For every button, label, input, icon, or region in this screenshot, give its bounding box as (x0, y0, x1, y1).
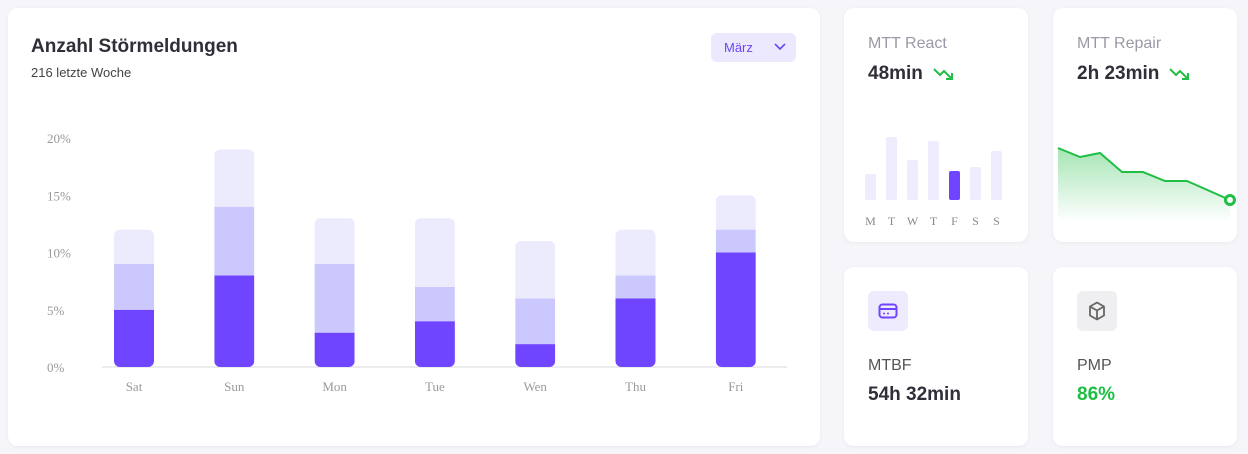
mini-bar-label: S (993, 214, 1000, 228)
stoermeldungen-card: Anzahl Störmeldungen 216 letzte Woche Mä… (8, 8, 820, 446)
kpi-value: 48min (868, 63, 923, 84)
kpi-label: MTBF (868, 357, 912, 374)
bar-Sun (214, 149, 255, 367)
bar-segment (114, 229, 154, 264)
bar-segment (615, 275, 656, 299)
bar-segment (515, 298, 556, 345)
bar-segment (414, 321, 455, 367)
box-icon (1077, 291, 1117, 331)
x-tick-label: Wen (523, 379, 547, 394)
last-point-marker (1224, 194, 1236, 206)
mini-bar-label: F (951, 214, 958, 228)
y-tick-label: 10% (47, 246, 71, 261)
bar-segment (715, 252, 756, 367)
mini-bar (949, 171, 960, 200)
bar-Tue (414, 218, 455, 367)
area-fill (1058, 148, 1230, 222)
x-tick-label: Sun (224, 379, 245, 394)
trend-down-icon (1169, 68, 1190, 80)
x-tick-label: Fri (728, 379, 744, 394)
y-tick-label: 0% (47, 360, 65, 375)
y-tick-label: 15% (47, 188, 71, 203)
bar-segment (515, 344, 556, 367)
x-tick-label: Sat (126, 379, 143, 394)
mini-bar-label: T (930, 214, 938, 228)
bar-Mon (314, 218, 355, 367)
mini-bar-label: W (907, 214, 919, 228)
bar-segment (314, 263, 355, 333)
mini-bar-label: M (865, 214, 876, 228)
card-title: Anzahl Störmeldungen (31, 36, 238, 57)
kpi-label: MTT Repair (1077, 35, 1162, 52)
bar-segment (615, 298, 656, 367)
bar-segment (515, 241, 556, 299)
kpi-label: MTT React (868, 35, 947, 52)
area-line (1057, 147, 1231, 201)
mini-area-chart (1057, 147, 1236, 222)
kpi-value: 86% (1077, 384, 1116, 405)
bar-segment (214, 149, 255, 207)
bar-Sat (114, 229, 154, 367)
pmp-card: PMP 86% (1053, 267, 1237, 446)
bar-segment (715, 195, 756, 230)
card-subtitle: 216 letzte Woche (31, 65, 132, 80)
x-tick-label: Tue (425, 379, 445, 394)
bar-Wen (515, 241, 556, 367)
x-tick-label: Thu (625, 379, 646, 394)
x-tick-label: Mon (322, 379, 347, 394)
y-tick-label: 5% (47, 303, 65, 318)
mini-bar (970, 167, 981, 200)
bar-segment (114, 309, 154, 367)
mini-bar-label: S (972, 214, 979, 228)
bar-segment (615, 229, 656, 276)
month-dropdown[interactable]: März (711, 33, 796, 62)
bar-Thu (615, 229, 656, 367)
mini-bar (907, 160, 918, 200)
trend-down-icon (933, 68, 953, 80)
bar-segment (314, 332, 355, 367)
bar-segment (414, 218, 455, 287)
credit-card-icon (868, 291, 908, 331)
bar-segment (214, 275, 255, 367)
bar-segment (114, 263, 154, 310)
bar-segment (414, 286, 455, 322)
dropdown-value: März (724, 40, 753, 55)
bar-segment (214, 206, 255, 276)
bar-segment (314, 218, 355, 264)
bar-Fri (715, 195, 756, 367)
kpi-label: PMP (1077, 357, 1112, 374)
mini-bar (865, 174, 876, 200)
kpi-value: 54h 32min (868, 384, 961, 405)
mini-bar (991, 151, 1002, 200)
mtbf-card: MTBF 54h 32min (844, 267, 1028, 446)
chevron-down-icon (774, 43, 786, 51)
mini-bar (928, 141, 939, 200)
kpi-value: 2h 23min (1077, 63, 1160, 84)
y-tick-label: 20% (47, 131, 71, 146)
mini-bar (886, 137, 897, 200)
bar-segment (715, 229, 756, 253)
stacked-bar-chart: 0% 5% 10% 15% 20% Sat Sun Mon Tue Wen Thu Fri (47, 131, 787, 394)
mini-bar-label: T (888, 214, 896, 228)
mtt-repair-card: MTT Repair 2h 23min (1053, 8, 1237, 242)
